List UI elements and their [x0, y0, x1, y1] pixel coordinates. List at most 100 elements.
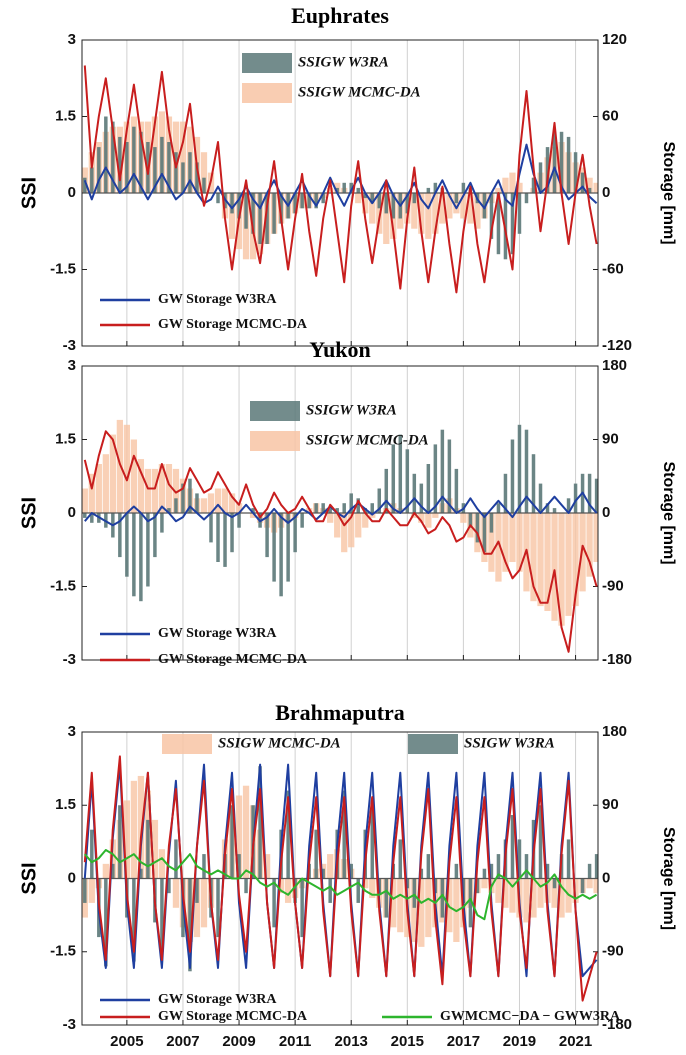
- y-tick-label: -1.5: [50, 943, 76, 960]
- bar: [132, 513, 136, 597]
- y-tick-label: 0: [68, 504, 76, 521]
- bar: [102, 454, 109, 513]
- bar: [412, 878, 417, 908]
- bar: [165, 464, 173, 513]
- bar: [559, 131, 564, 193]
- bar: [160, 878, 164, 952]
- bar: [482, 513, 487, 553]
- bar: [348, 513, 355, 548]
- bar: [153, 147, 157, 193]
- x-tick-label: 2013: [335, 1033, 368, 1050]
- bar: [516, 182, 523, 193]
- bar: [439, 193, 446, 224]
- bar: [286, 513, 290, 582]
- bar: [321, 868, 325, 879]
- legend-label: SSIGW W3RA: [298, 54, 389, 70]
- legend-swatch: [162, 734, 212, 754]
- bar: [221, 488, 229, 513]
- y2-tick-label: 90: [602, 796, 619, 813]
- legend-label: GW Storage MCMC-DA: [158, 317, 308, 332]
- bar: [545, 863, 550, 879]
- y-tick-label: -3: [63, 1016, 76, 1033]
- bar: [425, 193, 432, 239]
- bar: [349, 182, 353, 193]
- bar: [489, 193, 494, 239]
- bar: [125, 513, 129, 577]
- y-tick-label: 3: [68, 723, 76, 740]
- bar: [552, 878, 557, 889]
- legend-label: GW Storage W3RA: [158, 992, 277, 1007]
- bar: [412, 193, 417, 204]
- bar: [104, 116, 108, 193]
- y-tick-label: 1.5: [55, 430, 76, 447]
- bar: [327, 187, 334, 193]
- bar: [321, 193, 325, 204]
- bar: [362, 878, 369, 889]
- plot-content: [82, 65, 598, 294]
- y-axis-label: SSI: [18, 862, 40, 894]
- x-tick-label: 2011: [279, 1033, 312, 1050]
- bar: [82, 488, 88, 513]
- bar: [181, 483, 185, 513]
- bar: [468, 878, 473, 928]
- bar: [216, 878, 220, 938]
- y-tick-label: -1.5: [50, 577, 76, 594]
- bar: [390, 878, 397, 928]
- y2-axis-label: Storage [mm]: [660, 461, 677, 564]
- bar: [509, 513, 516, 562]
- bar: [474, 193, 481, 229]
- y2-tick-label: 180: [602, 723, 627, 740]
- bar: [202, 854, 206, 879]
- bar: [202, 177, 206, 193]
- bar: [425, 513, 432, 528]
- y2-tick-label: 0: [602, 504, 610, 521]
- y2-tick-label: -180: [602, 651, 632, 668]
- bar: [104, 878, 108, 967]
- bar: [411, 193, 418, 229]
- bar: [537, 878, 544, 908]
- bar: [244, 193, 248, 229]
- y2-tick-label: 0: [602, 184, 610, 201]
- bar: [118, 513, 122, 558]
- y-axis-label: SSI: [18, 177, 40, 209]
- bar: [300, 193, 304, 209]
- bar: [517, 193, 522, 234]
- legend-swatch: [242, 83, 292, 103]
- bar: [230, 513, 234, 553]
- bar: [503, 473, 508, 513]
- bar: [537, 513, 544, 607]
- bar: [530, 878, 537, 918]
- bar: [188, 478, 192, 513]
- bar: [216, 193, 220, 204]
- x-tick-label: 2017: [447, 1033, 480, 1050]
- bar: [362, 193, 369, 214]
- bar: [432, 193, 439, 234]
- legend-label: SSIGW MCMC-DA: [218, 735, 341, 751]
- legend-swatch: [408, 734, 458, 754]
- bar: [109, 839, 116, 879]
- bar: [482, 868, 487, 879]
- y-tick-label: 1.5: [55, 107, 76, 124]
- bar: [362, 513, 369, 528]
- bar: [355, 513, 362, 538]
- bar: [172, 878, 180, 908]
- bar: [454, 193, 459, 204]
- y-tick-label: 0: [68, 184, 76, 201]
- bar: [83, 513, 87, 518]
- y2-tick-label: 60: [602, 107, 619, 124]
- bar: [90, 829, 94, 879]
- bar: [566, 839, 571, 879]
- bar: [565, 513, 572, 616]
- bar: [432, 513, 439, 518]
- y-tick-label: 0: [68, 869, 76, 886]
- bar: [137, 775, 145, 879]
- bar: [216, 513, 220, 562]
- bar: [531, 454, 536, 513]
- bar: [418, 193, 425, 234]
- bar: [551, 513, 558, 621]
- legend-label: SSIGW MCMC-DA: [298, 84, 421, 100]
- bar: [384, 193, 389, 214]
- bar: [167, 142, 171, 193]
- bar: [397, 878, 404, 933]
- bar: [144, 468, 152, 513]
